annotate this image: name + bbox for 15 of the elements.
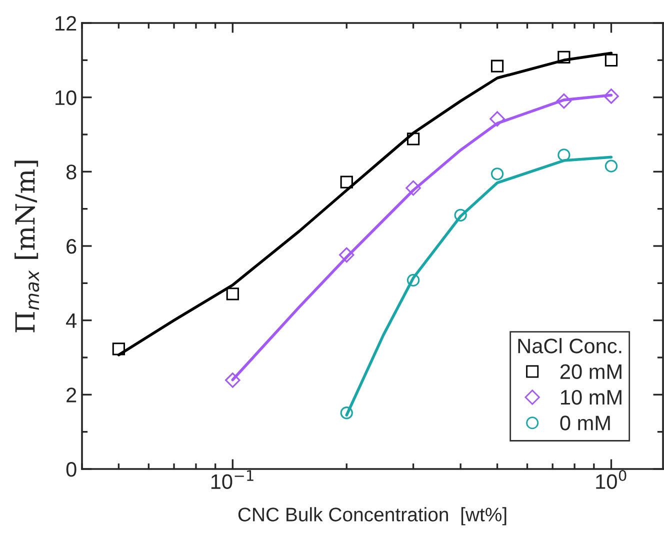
y-tick-label: 2 bbox=[66, 388, 76, 402]
y-tick-label: 4 bbox=[66, 314, 77, 328]
y-axis-title: Π$_{max}$ [mN/m] bbox=[14, 160, 40, 332]
y-tick-label: 8 bbox=[66, 164, 76, 180]
y-tick-label: 10 bbox=[56, 90, 76, 106]
y-tick-label: 12 bbox=[56, 16, 76, 31]
legend-title: NaCl Conc. bbox=[518, 338, 622, 354]
x-tick-label: 10$^{0}$ bbox=[596, 470, 626, 490]
y-tick-label: 6 bbox=[66, 239, 76, 254]
x-tick-label: 10$^{−1}$ bbox=[211, 470, 254, 490]
legend-label: 20 mM bbox=[560, 364, 622, 380]
legend-label: 10 mM bbox=[561, 390, 622, 405]
x-axis-title: CNC Bulk Concentration [wt%] bbox=[238, 507, 506, 526]
legend-label: 0 mM bbox=[560, 416, 610, 430]
y-tick-label: 0 bbox=[66, 462, 76, 477]
